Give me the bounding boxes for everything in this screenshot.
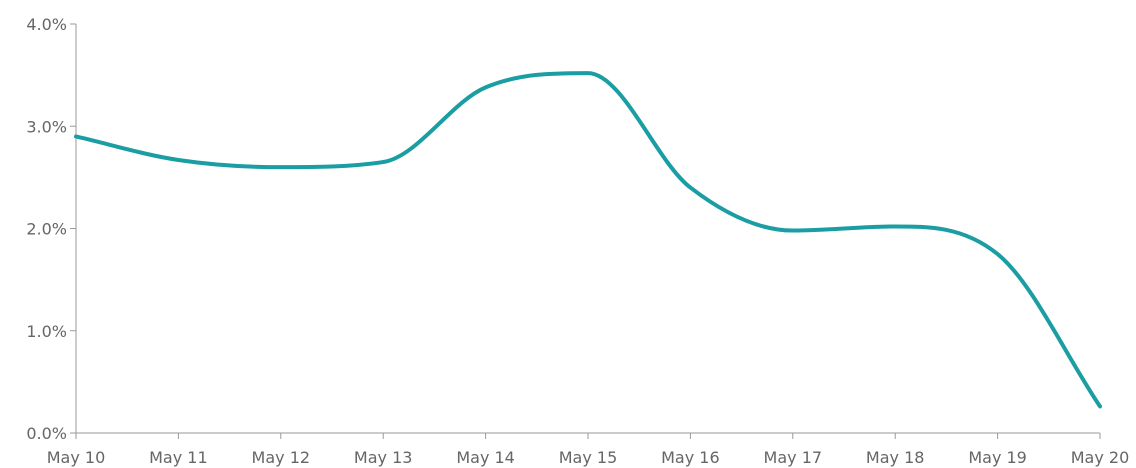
y-tick-label: 2.0% — [26, 220, 67, 239]
y-tick-label: 1.0% — [26, 322, 67, 341]
x-tick-label: May 17 — [764, 448, 823, 467]
series-layer — [74, 71, 1102, 409]
y-tick-label: 3.0% — [26, 117, 67, 136]
x-tick-label: May 14 — [456, 448, 515, 467]
x-tick-label: May 11 — [149, 448, 208, 467]
x-tick-label: May 16 — [661, 448, 720, 467]
series-line — [74, 71, 1102, 409]
x-tick-label: May 19 — [968, 448, 1027, 467]
x-tick-label: May 13 — [354, 448, 413, 467]
x-tick-label: May 18 — [866, 448, 925, 467]
y-tick-label: 4.0% — [26, 15, 67, 34]
y-tick-label: 0.0% — [26, 424, 67, 443]
x-axis: May 10 May 11 May 12 May 13 May 14 May 15 May … — [47, 432, 1130, 467]
x-tick-label: May 20 — [1071, 448, 1130, 467]
x-tick-label: May 15 — [559, 448, 618, 467]
x-tick-label: May 12 — [252, 448, 311, 467]
x-tick-label: May 10 — [47, 448, 106, 467]
y-axis: 0.0% 1.0% 2.0% 3.0% 4.0% — [26, 15, 77, 443]
